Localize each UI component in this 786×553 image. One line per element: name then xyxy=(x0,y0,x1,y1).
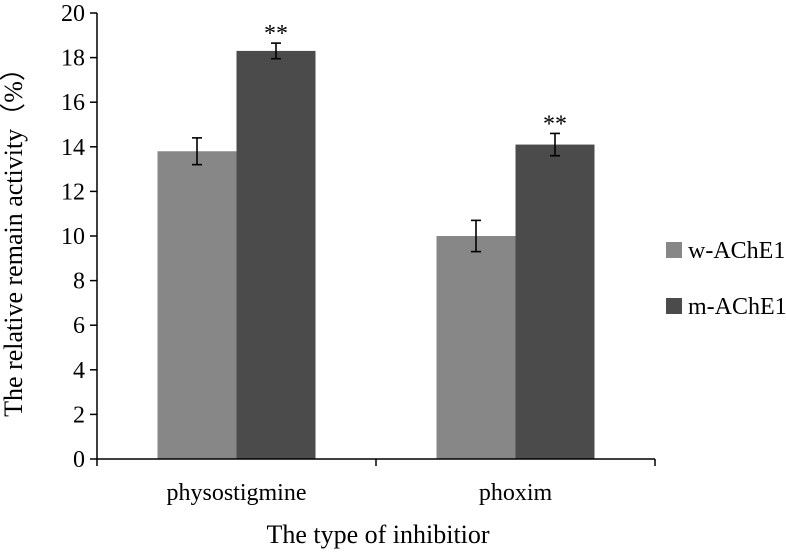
significance-annotation: ** xyxy=(264,21,288,47)
legend-swatch xyxy=(666,242,682,258)
error-bar xyxy=(550,132,560,157)
y-tick-label: 18 xyxy=(61,46,85,72)
bar-w-AChE1-physostigmine xyxy=(157,151,237,459)
legend: w-AChE1 m-AChE1 xyxy=(666,238,786,320)
y-axis-label: The relative remain activity（%） xyxy=(0,55,28,417)
x-tick-label: physostigmine xyxy=(166,480,306,506)
significance-annotation: ** xyxy=(543,111,567,137)
legend-item: w-AChE1 xyxy=(666,238,785,264)
y-tick-label: 12 xyxy=(61,179,85,205)
y-tick-label: 0 xyxy=(73,447,85,473)
y-tick-label: 16 xyxy=(61,90,85,116)
plot-area: ** ** xyxy=(157,21,595,459)
bar-m-AChE1-physostigmine xyxy=(236,50,316,459)
y-tick-label: 6 xyxy=(73,313,85,339)
x-axis-label: The type of inhibitior xyxy=(266,520,489,549)
legend-label: w-AChE1 xyxy=(688,238,785,264)
error-bar xyxy=(271,42,281,60)
axes: 0 2 4 6 8 10 12 14 16 18 20 physostigmine phoxim xyxy=(61,1,656,506)
y-tick-label: 10 xyxy=(61,224,85,250)
y-tick-label: 8 xyxy=(73,269,85,295)
legend-item: m-AChE1 xyxy=(666,294,786,320)
x-tick-label: phoxim xyxy=(479,480,553,506)
y-tick-label: 20 xyxy=(61,1,85,27)
error-bar xyxy=(192,137,202,166)
y-tick-label: 2 xyxy=(73,402,85,428)
legend-label: m-AChE1 xyxy=(688,294,786,320)
bar-w-AChE1-phoxim xyxy=(436,236,516,459)
y-tick-label: 14 xyxy=(61,135,85,161)
y-tick-label: 4 xyxy=(73,358,85,384)
legend-swatch xyxy=(666,298,682,314)
bar-m-AChE1-phoxim xyxy=(515,144,595,459)
error-bar xyxy=(471,219,481,253)
